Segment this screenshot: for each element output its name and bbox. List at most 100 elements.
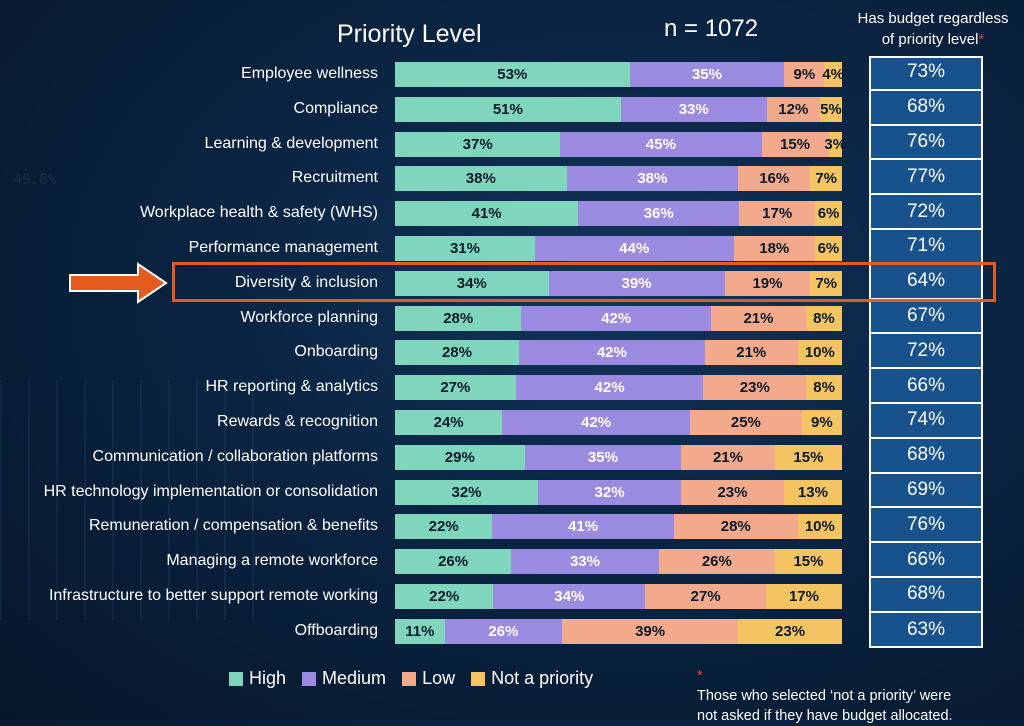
budget-value: 68%: [869, 91, 983, 126]
bar-segment-high: 24%: [395, 410, 503, 435]
budget-value: 74%: [869, 404, 983, 439]
bar-segment-medium: 41%: [492, 514, 674, 540]
footnote-line2: not asked if they have budget allocated.: [697, 708, 953, 724]
bar-segment-medium: 42%: [515, 375, 704, 401]
legend-label: Not a priority: [491, 668, 594, 688]
bar-segment-medium: 42%: [518, 340, 705, 366]
bar-segment-medium: 44%: [534, 236, 734, 261]
bar-segment-high: 28%: [395, 340, 519, 366]
bar-row: 32% 32% 23% 13%: [395, 479, 842, 505]
bar-segment-high: 53%: [395, 62, 630, 87]
bar-segment-low: 9%: [784, 62, 825, 87]
bar-segment-medium: 26%: [444, 618, 563, 644]
legend-swatch: [402, 671, 417, 686]
budget-value: 68%: [869, 578, 983, 613]
bar-row: 37% 45% 15% 3%: [395, 131, 846, 157]
category-label: Diversity & inclusion: [234, 273, 378, 291]
bar-segment-not-a-priority: 8%: [806, 375, 842, 401]
bar-row: 51% 33% 12% 5%: [395, 96, 842, 122]
bar-row: 41% 36% 17% 6%: [395, 201, 842, 227]
bar-segment-not-a-priority: 6%: [815, 201, 842, 227]
category-label: Learning & development: [204, 134, 378, 152]
bar-segment-medium: 39%: [548, 270, 725, 296]
bar-segment-low: 39%: [562, 618, 739, 644]
bar-segment-not-a-priority: 15%: [774, 549, 842, 575]
category-label: Rewards & recognition: [217, 413, 378, 430]
chart-title: Priority Level: [337, 20, 482, 48]
sample-size: n = 1072: [664, 15, 759, 42]
category-label: Recruitment: [291, 169, 378, 187]
bar-row: 28% 42% 21% 10%: [395, 340, 842, 366]
category-label: Offboarding: [294, 621, 378, 639]
budget-value: 72%: [869, 334, 983, 370]
budget-header-line2: of priority level: [881, 31, 979, 48]
category-label: Communication / collaboration platforms: [92, 447, 378, 465]
category-label: Workforce planning: [240, 308, 378, 326]
legend-item: High: [229, 668, 286, 689]
bar-segment-not-a-priority: 5%: [819, 96, 842, 122]
asterisk-mark: *: [978, 31, 985, 48]
bar-segment-not-a-priority: 7%: [810, 166, 842, 192]
bar-segment-medium: 35%: [524, 444, 682, 470]
budget-column-header: Has budget regardless of priority level*: [848, 8, 1018, 50]
bar-row: 38% 38% 16% 7%: [395, 166, 842, 192]
bar-segment-low: 21%: [711, 305, 806, 331]
bar-segment-not-a-priority: 17%: [765, 584, 842, 609]
bar-segment-high: 11%: [395, 618, 445, 644]
bar-segment-low: 26%: [658, 549, 775, 575]
category-label: Managing a remote workforce: [166, 552, 378, 570]
bar-segment-medium: 32%: [538, 479, 682, 505]
bar-segment-not-a-priority: 10%: [797, 514, 842, 540]
category-label: HR technology implementation or consolid…: [43, 482, 378, 500]
bar-segment-not-a-priority: 3%: [824, 131, 846, 157]
bar-segment-medium: 36%: [578, 201, 740, 227]
bar-row: 22% 41% 28% 10%: [395, 514, 842, 540]
legend-label: Low: [422, 668, 456, 688]
bar-row: 22% 34% 27% 17%: [395, 584, 842, 609]
bar-segment-medium: 45%: [560, 131, 762, 157]
category-label: Performance management: [188, 239, 378, 256]
category-label: Workplace health & safety (WHS): [139, 204, 378, 222]
legend-label: High: [249, 668, 287, 688]
bar-segment-low: 18%: [733, 236, 815, 261]
legend-item: Not a priority: [471, 668, 593, 689]
bar-segment-high: 27%: [395, 375, 516, 401]
bar-segment-not-a-priority: 8%: [805, 305, 842, 331]
bar-segment-low: 19%: [724, 270, 811, 296]
bar-segment-high: 32%: [395, 479, 539, 505]
bar-segment-not-a-priority: 9%: [801, 410, 842, 435]
bar-segment-low: 17%: [739, 201, 816, 227]
bar-segment-high: 31%: [395, 236, 535, 261]
bar-segment-high: 29%: [395, 444, 525, 470]
legend-swatch: [302, 671, 317, 686]
budget-value: 63%: [906, 619, 946, 641]
bar-segment-high: 37%: [395, 131, 561, 157]
bar-segment-not-a-priority: 7%: [810, 270, 842, 296]
legend-label: Medium: [322, 668, 387, 688]
bar-segment-medium: 42%: [521, 305, 712, 331]
legend-item: Low: [402, 668, 455, 689]
bar-row: 29% 35% 21% 15%: [395, 444, 842, 470]
category-label: HR reporting & analytics: [205, 378, 378, 396]
footnote: * Those who selected ‘not a priority’ wer…: [697, 666, 953, 726]
bar-segment-high: 41%: [395, 201, 579, 227]
budget-column: [869, 56, 983, 648]
bar-segment-low: 21%: [681, 444, 775, 470]
bar-segment-low: 21%: [704, 340, 798, 366]
bar-segment-high: 22%: [395, 514, 493, 540]
background-decoration-text: 49.8%: [14, 172, 57, 188]
category-label: Onboarding: [294, 343, 378, 361]
bar-segment-medium: 34%: [493, 584, 646, 609]
background-decoration: [0, 380, 260, 620]
footnote-asterisk: *: [697, 668, 703, 684]
budget-value: 71%: [869, 230, 983, 265]
budget-value: 77%: [869, 160, 983, 196]
budget-value: 72%: [869, 195, 983, 230]
bar-segment-low: 12%: [766, 96, 820, 122]
bar-row: 24% 42% 25% 9%: [395, 410, 842, 435]
bar-segment-high: 34%: [395, 270, 549, 296]
bar-segment-not-a-priority: 23%: [738, 618, 842, 644]
bar-segment-not-a-priority: 4%: [822, 62, 844, 87]
bar-segment-medium: 35%: [629, 62, 785, 87]
budget-value: 67%: [869, 300, 983, 335]
